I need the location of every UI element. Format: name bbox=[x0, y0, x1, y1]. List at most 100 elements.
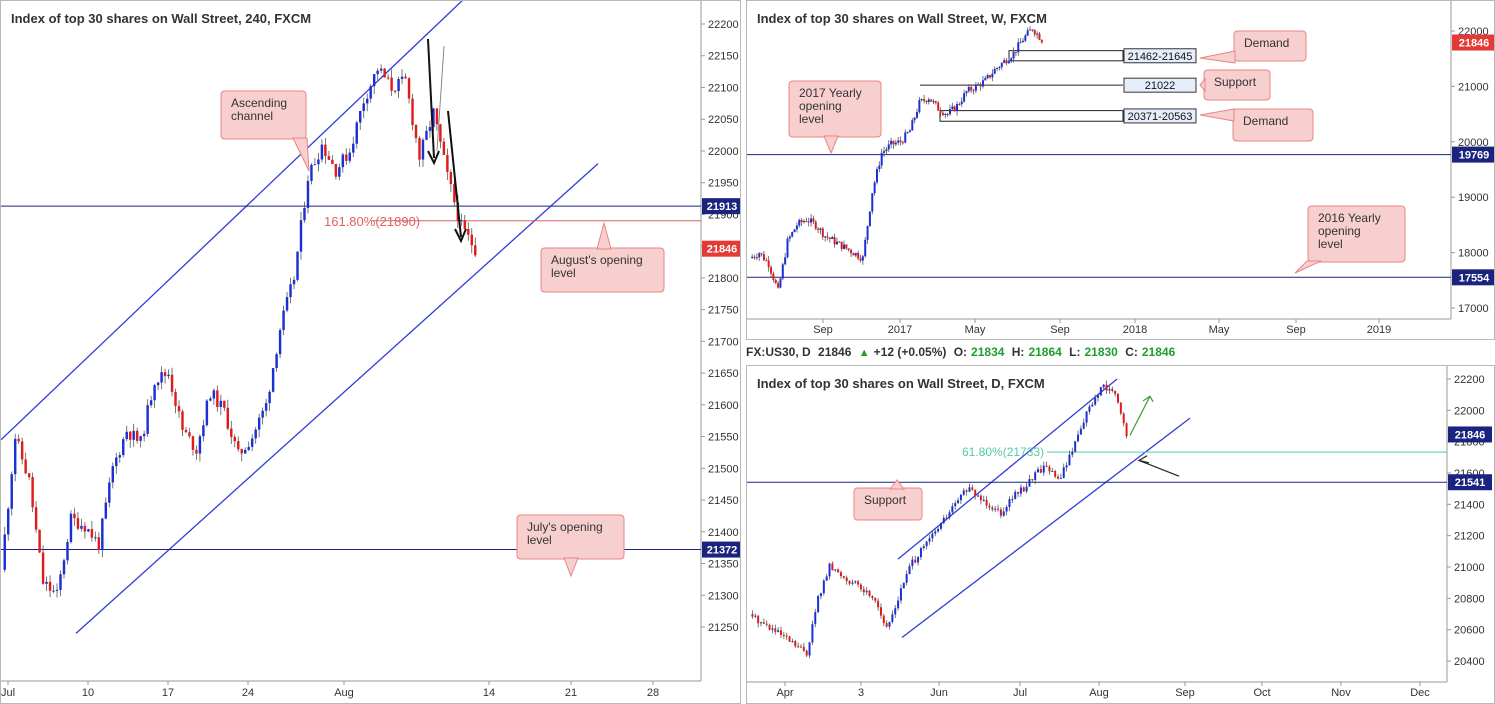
daily-callout-support: Support bbox=[853, 479, 923, 521]
daily-candle-body bbox=[968, 487, 971, 492]
daily-time-tick: Jun bbox=[930, 687, 948, 699]
weekly-candle-body bbox=[967, 86, 970, 92]
daily-chart-title: Index of top 30 shares on Wall Street, D… bbox=[757, 376, 1045, 391]
daily-candle-body bbox=[942, 517, 945, 523]
h4-candle-body bbox=[355, 122, 358, 144]
h4-candle-body bbox=[41, 552, 45, 584]
daily-candle-body bbox=[1028, 479, 1031, 487]
weekly-candle-body bbox=[843, 244, 846, 249]
weekly-candle-body bbox=[904, 132, 907, 143]
daily-candle-body bbox=[839, 572, 842, 576]
h4-candle-body bbox=[146, 405, 149, 434]
high-value: 21864 bbox=[1028, 345, 1062, 359]
weekly-candle-body bbox=[868, 211, 871, 226]
weekly-candle-body bbox=[1040, 39, 1043, 43]
h4-time-tick: 14 bbox=[483, 687, 495, 699]
daily-candle-body bbox=[857, 581, 860, 585]
daily-candle-body bbox=[874, 597, 877, 601]
weekly-candle-body bbox=[762, 254, 765, 261]
h4-candle-body bbox=[327, 156, 331, 160]
weekly-candle-body bbox=[772, 273, 775, 280]
h4-time-tick: 28 bbox=[647, 687, 659, 699]
daily-candle-body bbox=[991, 507, 994, 510]
h4-candle-body bbox=[345, 154, 348, 161]
daily-candle-body bbox=[877, 600, 880, 608]
daily-candle-body bbox=[811, 624, 814, 643]
daily-chart[interactable]: 2220022000218002160021400212002100020800… bbox=[747, 366, 1495, 704]
daily-candle-body bbox=[1017, 491, 1020, 494]
weekly-candle-body bbox=[873, 182, 876, 194]
h4-chart-panel[interactable]: 2220022150221002205022000219502190021850… bbox=[0, 0, 741, 704]
h4-candle-body bbox=[177, 406, 181, 412]
daily-candle-body bbox=[948, 512, 951, 518]
daily-candle-body bbox=[817, 596, 820, 613]
h4-price-tick: 21450 bbox=[708, 495, 739, 507]
h4-candle-body bbox=[216, 390, 219, 407]
daily-chart-panel[interactable]: 22200 22000 21800 21600 21400 21200 21000 20800… bbox=[746, 365, 1495, 704]
weekly-candle-body bbox=[807, 221, 810, 223]
weekly-callout-2016-text: level bbox=[1318, 237, 1343, 251]
h4-chart[interactable]: 2220022150221002205022000219502190021850… bbox=[1, 1, 741, 704]
weekly-price-tick: 20000 bbox=[1458, 137, 1489, 149]
weekly-callout-2017-pointer bbox=[823, 135, 839, 155]
weekly-candle-body bbox=[1026, 30, 1029, 36]
h4-candle-body bbox=[195, 449, 198, 454]
weekly-candle-body bbox=[786, 238, 789, 258]
weekly-candle-body bbox=[998, 67, 1001, 69]
h4-candle-body bbox=[181, 411, 184, 430]
h4-candle-body bbox=[153, 385, 156, 401]
h4-candle-body bbox=[421, 139, 425, 160]
h4-level-21913: 21913 bbox=[707, 201, 738, 213]
weekly-time-tick: May bbox=[965, 324, 986, 336]
h4-candle-body bbox=[365, 98, 369, 104]
h4-candle-body bbox=[244, 449, 247, 454]
h4-candle-body bbox=[467, 228, 470, 235]
daily-candle-body bbox=[1114, 391, 1117, 394]
weekly-chart-panel[interactable]: 22000 21000 20000 19000 18000 17000 Sep 2017 May… bbox=[746, 0, 1495, 340]
close-label: C: bbox=[1125, 345, 1138, 359]
weekly-chart-title: Index of top 30 shares on Wall Street, W… bbox=[757, 11, 1047, 26]
daily-candle-body bbox=[837, 569, 840, 573]
daily-level-21541-tag bbox=[1448, 474, 1492, 491]
h4-candle-body bbox=[174, 391, 177, 407]
daily-time-tick: Jul bbox=[1013, 687, 1027, 699]
weekly-level-17554: 17554 bbox=[1459, 272, 1490, 284]
weekly-price-tick: 19000 bbox=[1458, 192, 1489, 204]
weekly-candle-body bbox=[894, 142, 897, 145]
daily-candle-body bbox=[1097, 395, 1100, 398]
h4-price-tick: 21500 bbox=[708, 463, 739, 475]
weekly-candle-body bbox=[840, 241, 843, 249]
h4-candle-body bbox=[149, 400, 153, 406]
weekly-candle-body bbox=[981, 80, 984, 87]
h4-candle-body bbox=[407, 78, 411, 99]
daily-candle-body bbox=[1065, 465, 1068, 468]
h4-candle-body bbox=[334, 163, 338, 177]
h4-candle-body bbox=[397, 78, 400, 92]
weekly-price-tick: 21000 bbox=[1458, 81, 1489, 93]
daily-price-tick: 21400 bbox=[1454, 499, 1485, 511]
h4-candle-body bbox=[404, 76, 407, 79]
h4-callout-july-open-text: July's opening bbox=[527, 520, 603, 534]
daily-candle-body bbox=[982, 499, 985, 501]
weekly-candle-body bbox=[958, 104, 961, 106]
weekly-candle-body bbox=[753, 256, 756, 258]
daily-time-tick: Nov bbox=[1331, 687, 1351, 699]
daily-candle-body bbox=[1059, 477, 1062, 479]
daily-time-tick: 3 bbox=[858, 687, 864, 699]
weekly-candle-body bbox=[953, 106, 956, 112]
daily-candle-body bbox=[751, 614, 754, 617]
h4-arrow-guide bbox=[436, 45, 445, 152]
weekly-candle-body bbox=[920, 99, 923, 101]
weekly-candle-body bbox=[956, 104, 959, 112]
h4-candle-body bbox=[338, 167, 341, 177]
h4-candle-body bbox=[76, 518, 80, 529]
h4-candle-body bbox=[13, 438, 17, 475]
h4-candle-body bbox=[393, 90, 397, 92]
h4-candle-body bbox=[27, 473, 31, 478]
h4-price-tick: 21650 bbox=[708, 368, 739, 380]
h4-candle-body bbox=[108, 482, 111, 503]
daily-candle-body bbox=[1057, 476, 1060, 479]
